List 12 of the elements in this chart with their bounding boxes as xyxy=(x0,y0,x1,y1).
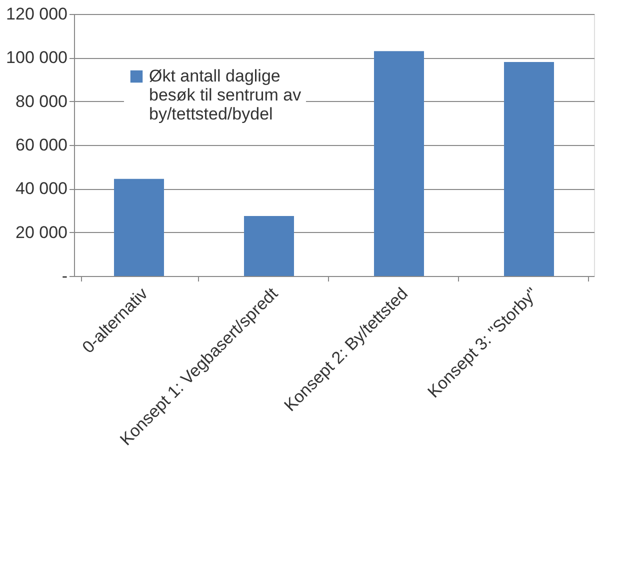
bar xyxy=(374,51,424,276)
y-tick-label: 40 000 xyxy=(16,179,68,198)
legend-label: Økt antall daglige besøk til sentrum av by/tettsted/bydel xyxy=(149,66,302,124)
bar xyxy=(244,216,294,276)
y-tick-label: 20 000 xyxy=(16,222,68,242)
bar xyxy=(504,62,554,276)
bar xyxy=(114,178,164,276)
y-tick-label: 100 000 xyxy=(6,48,68,68)
y-tick-label: 120 000 xyxy=(6,4,68,24)
y-tick-label: 60 000 xyxy=(16,136,68,154)
y-tick-label: - xyxy=(62,266,68,286)
y-tick-label: 80 000 xyxy=(16,92,68,111)
